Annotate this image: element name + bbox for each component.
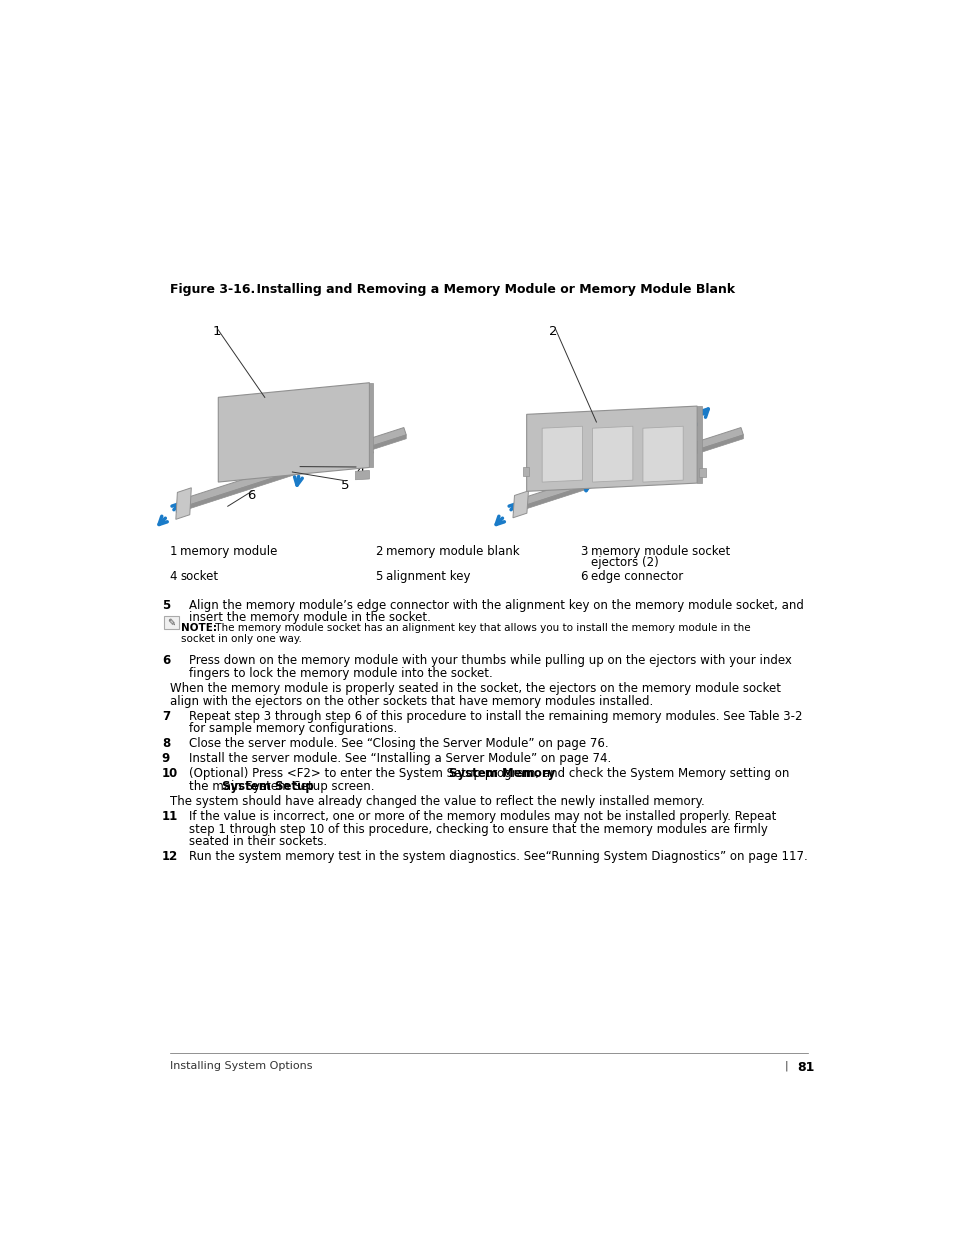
Text: System Memory: System Memory [448, 767, 555, 781]
Polygon shape [642, 426, 682, 482]
Text: Installing System Options: Installing System Options [170, 1061, 312, 1071]
Bar [699, 468, 705, 478]
Text: NOTE:: NOTE: [181, 624, 217, 634]
Text: 5: 5 [375, 571, 382, 583]
Polygon shape [175, 488, 192, 520]
Text: 3: 3 [579, 545, 587, 558]
Polygon shape [369, 383, 373, 467]
Text: When the memory module is properly seated in the socket, the ejectors on the mem: When the memory module is properly seate… [170, 682, 780, 695]
Polygon shape [513, 490, 528, 517]
Text: alignment key: alignment key [385, 571, 470, 583]
Text: 8: 8 [162, 737, 170, 750]
Text: edge connector: edge connector [591, 571, 682, 583]
Text: |: | [783, 1061, 787, 1071]
Bar [522, 467, 529, 475]
Text: seated in their sockets.: seated in their sockets. [189, 835, 327, 848]
FancyBboxPatch shape [164, 616, 178, 629]
Text: 1: 1 [170, 545, 177, 558]
Text: Installing and Removing a Memory Module or Memory Module Blank: Installing and Removing a Memory Module … [239, 283, 735, 296]
Text: 10: 10 [162, 767, 178, 781]
Text: fingers to lock the memory module into the socket.: fingers to lock the memory module into t… [189, 667, 493, 679]
Text: 4: 4 [170, 571, 177, 583]
Text: Figure 3-16.: Figure 3-16. [170, 283, 254, 296]
Text: socket in only one way.: socket in only one way. [181, 635, 302, 645]
Text: System Setup: System Setup [222, 781, 314, 793]
Text: the main System Setup screen.: the main System Setup screen. [189, 781, 375, 793]
Text: 11: 11 [162, 810, 178, 823]
Text: Install the server module. See “Installing a Server Module” on page 74.: Install the server module. See “Installi… [189, 752, 611, 766]
Text: 12: 12 [162, 851, 178, 863]
Polygon shape [592, 426, 632, 482]
Text: The system should have already changed the value to reflect the newly installed : The system should have already changed t… [170, 795, 703, 808]
Text: memory module socket: memory module socket [591, 545, 730, 558]
Polygon shape [526, 406, 697, 492]
Text: memory module: memory module [180, 545, 277, 558]
Polygon shape [185, 435, 406, 510]
Polygon shape [342, 426, 356, 458]
Text: Repeat step 3 through step 6 of this procedure to install the remaining memory m: Repeat step 3 through step 6 of this pro… [189, 710, 801, 722]
Polygon shape [218, 383, 369, 482]
Text: memory module blank: memory module blank [385, 545, 519, 558]
Text: insert the memory module in the socket.: insert the memory module in the socket. [189, 611, 431, 625]
Text: step 1 through step 10 of this procedure, checking to ensure that the memory mod: step 1 through step 10 of this procedure… [189, 823, 767, 836]
Text: ejectors (2): ejectors (2) [591, 556, 659, 569]
Text: 2: 2 [375, 545, 382, 558]
Text: 81: 81 [797, 1061, 814, 1073]
Text: align with the ejectors on the other sockets that have memory modules installed.: align with the ejectors on the other soc… [170, 694, 652, 708]
Polygon shape [521, 435, 742, 510]
Text: The memory module socket has an alignment key that allows you to install the mem: The memory module socket has an alignmen… [212, 624, 750, 634]
Text: (Optional) Press <F2> to enter the System Setup program, and check the System Me: (Optional) Press <F2> to enter the Syste… [189, 767, 788, 781]
Text: ✎: ✎ [167, 618, 175, 627]
Polygon shape [355, 471, 369, 479]
Text: 9: 9 [162, 752, 170, 766]
Text: Press down on the memory module with your thumbs while pulling up on the ejector: Press down on the memory module with you… [189, 655, 791, 667]
Polygon shape [679, 426, 693, 458]
Text: 6: 6 [162, 655, 170, 667]
Text: 4: 4 [355, 464, 364, 477]
Text: for sample memory configurations.: for sample memory configurations. [189, 722, 396, 735]
Text: 3: 3 [366, 445, 375, 458]
Polygon shape [697, 406, 701, 483]
Text: 6: 6 [247, 489, 255, 503]
Text: Align the memory module’s edge connector with the alignment key on the memory mo: Align the memory module’s edge connector… [189, 599, 803, 611]
Text: 7: 7 [162, 710, 170, 722]
Text: Run the system memory test in the system diagnostics. See“Running System Diagnos: Run the system memory test in the system… [189, 851, 807, 863]
Text: If the value is incorrect, one or more of the memory modules may not be installe: If the value is incorrect, one or more o… [189, 810, 776, 823]
Text: 5: 5 [340, 479, 349, 493]
Text: socket: socket [180, 571, 218, 583]
Text: 6: 6 [579, 571, 587, 583]
Text: 1: 1 [212, 325, 220, 338]
Text: Close the server module. See “Closing the Server Module” on page 76.: Close the server module. See “Closing th… [189, 737, 608, 750]
Polygon shape [519, 427, 742, 506]
Text: 2: 2 [549, 325, 558, 338]
Text: 5: 5 [162, 599, 170, 611]
Polygon shape [541, 426, 582, 482]
Polygon shape [183, 427, 406, 506]
